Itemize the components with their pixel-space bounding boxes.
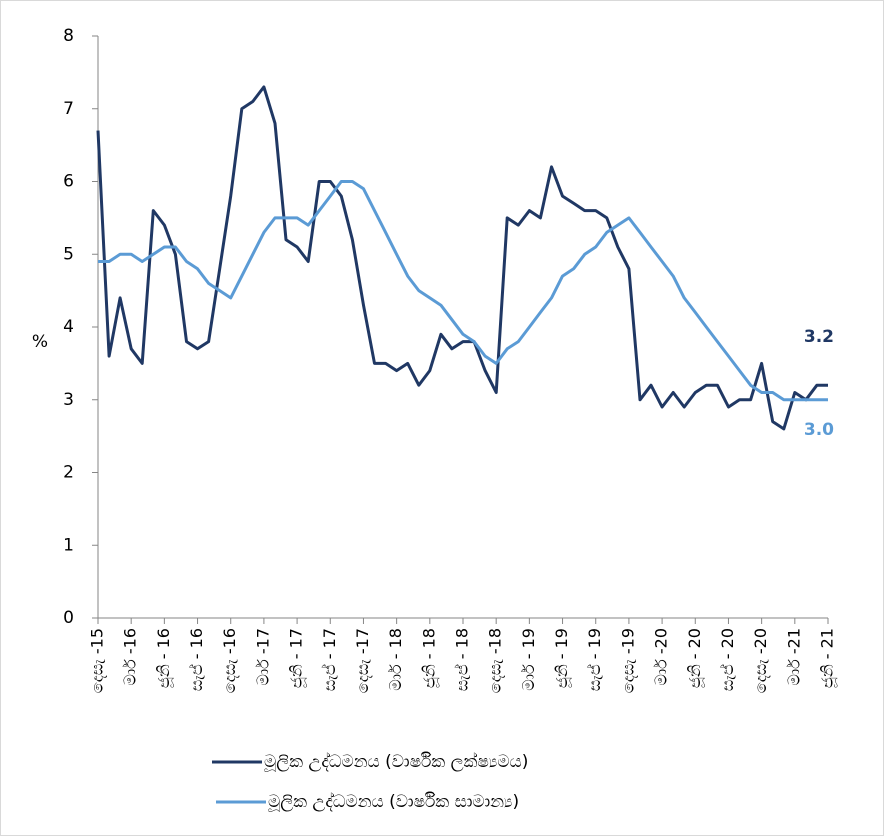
series-line bbox=[96, 85, 828, 431]
y-tick-label: 4 bbox=[63, 317, 74, 337]
x-tick-label: මාර් -17 bbox=[253, 628, 272, 686]
x-tick-label: සැප් - 17 bbox=[320, 628, 339, 691]
x-tick-label: දෙසැ -16 bbox=[220, 628, 239, 693]
y-tick-label: 1 bbox=[63, 535, 74, 555]
x-tick-label: දෙසැ -20 bbox=[751, 628, 770, 693]
x-tick-label: ජූනි - 16 bbox=[154, 628, 174, 688]
value-label: 3.0 bbox=[804, 420, 834, 440]
y-tick-label: 8 bbox=[63, 26, 74, 46]
x-tick-label: ජූනි - 21 bbox=[818, 628, 838, 688]
x-tick-label: සැප් - 18 bbox=[453, 628, 472, 691]
x-tick-label: සැප් - 19 bbox=[585, 628, 604, 691]
x-tick-label: මාර් -21 bbox=[784, 628, 803, 686]
x-tick-label: ජූනි - 19 bbox=[552, 628, 572, 688]
x-tick-label: සැප් - 20 bbox=[718, 628, 737, 691]
x-tick-label: දෙසැ -17 bbox=[353, 628, 372, 693]
y-tick-label: 5 bbox=[63, 244, 74, 264]
legend-label: මූලික උද්ධමනය (වාර්ෂික සාමාන්‍ය) bbox=[268, 792, 519, 812]
y-axis-label: % bbox=[32, 332, 48, 352]
y-tick-label: 0 bbox=[63, 608, 74, 628]
series-line bbox=[98, 180, 828, 402]
x-tick-label: දෙසැ -15 bbox=[88, 628, 107, 693]
x-tick-label: මාර් - 19 bbox=[519, 628, 538, 691]
x-tick-label: ජූනි - 18 bbox=[419, 628, 439, 688]
y-tick-label: 3 bbox=[63, 390, 74, 410]
legend-label: මූලික උද්ධමනය (වාර්ෂික ලක්ෂ්‍යමය) bbox=[264, 752, 528, 772]
x-tick-label: මාර් -20 bbox=[652, 628, 671, 686]
x-tick-label: මාර් -16 bbox=[121, 628, 140, 686]
y-tick-label: 6 bbox=[63, 172, 74, 192]
x-tick-label: ජූනි - 20 bbox=[685, 628, 705, 688]
y-tick-label: 2 bbox=[63, 463, 74, 483]
x-tick-label: දෙසැ -18 bbox=[486, 628, 505, 693]
x-tick-label: මාර් - 18 bbox=[386, 628, 405, 691]
y-tick-label: 7 bbox=[63, 99, 74, 119]
value-label: 3.2 bbox=[804, 327, 834, 347]
x-tick-label: සැප් - 16 bbox=[187, 628, 206, 691]
x-tick-label: ජූනි - 17 bbox=[287, 628, 307, 688]
x-tick-label: දෙසැ -19 bbox=[618, 628, 637, 693]
